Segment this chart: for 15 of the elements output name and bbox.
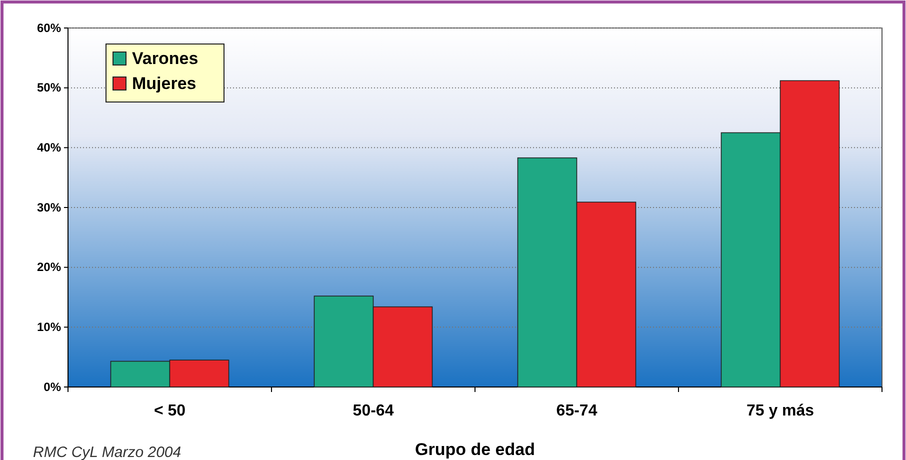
x-tick-label: 65-74 xyxy=(556,402,598,420)
x-axis-title: Grupo de edad xyxy=(415,440,535,459)
legend-label: Varones xyxy=(132,49,198,68)
text: RMC CyL Marzo 2004 xyxy=(33,444,182,460)
x-tick-label: 75 y más xyxy=(746,402,814,420)
y-tick-label: 40% xyxy=(36,140,62,155)
y-tick-label: 60% xyxy=(36,20,62,35)
x-tick-label: 50-64 xyxy=(352,402,394,420)
legend-label: Mujeres xyxy=(132,74,196,93)
y-tick-label: 20% xyxy=(36,260,62,274)
y-tick-label: 0% xyxy=(44,380,62,394)
x-tick-label: < 50 xyxy=(154,402,186,420)
y-tick-label: 30% xyxy=(36,200,62,214)
y-tick-label: 10% xyxy=(36,320,62,334)
y-tick-label: 50% xyxy=(36,80,62,95)
